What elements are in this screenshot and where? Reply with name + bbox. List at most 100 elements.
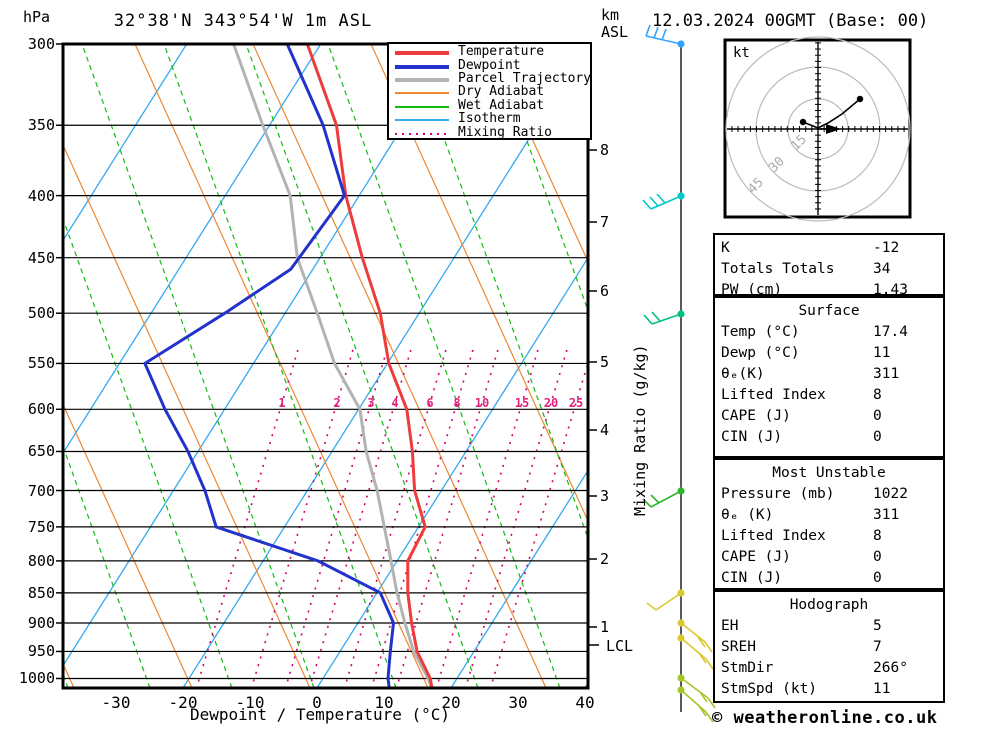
legend-label: Dry Adiabat <box>458 84 545 100</box>
wind-barb <box>677 674 716 709</box>
legend-label: Wet Adiabat <box>458 97 545 113</box>
km-tick-label: 8 <box>600 141 610 159</box>
km-label: km <box>601 6 620 24</box>
stat-value: 0 <box>873 570 882 586</box>
stat-label: Lifted Index <box>721 387 826 403</box>
wet-adiabat-lines <box>63 44 588 688</box>
pressure-gridlines <box>63 44 588 680</box>
stat-row: EH 5 <box>721 616 937 637</box>
altitude-unit-label: km ASL <box>601 7 628 41</box>
stat-value: 11 <box>873 681 891 697</box>
legend-row: Dry Adiabat <box>393 82 590 101</box>
sounding-curves <box>143 44 434 688</box>
stat-label: SREH <box>721 639 756 655</box>
pressure-unit-label: hPa <box>23 8 51 26</box>
km-tick-label: 3 <box>600 487 610 505</box>
stat-label: StmSpd (kt) <box>721 681 818 697</box>
stat-row: StmSpd (kt) 11 <box>721 679 937 700</box>
wind-barb <box>642 487 685 508</box>
legend-line-sample <box>393 69 451 88</box>
plot-frame <box>56 42 599 690</box>
km-tick-label: 2 <box>600 550 610 568</box>
stat-row: Totals Totals 34 <box>721 259 937 280</box>
temp-tick-label: 20 <box>441 693 461 712</box>
stat-row: Temp (°C) 17.4 <box>721 322 937 343</box>
stat-row: CIN (J) 0 <box>721 427 937 448</box>
pressure-tick-label: 950 <box>27 642 55 660</box>
legend-label: Mixing Ratio <box>458 124 552 140</box>
legend-row: Mixing Ratio <box>393 124 590 140</box>
stat-label: Lifted Index <box>721 528 826 544</box>
legend-row: Wet Adiabat <box>393 97 590 113</box>
pressure-tick-label: 750 <box>27 518 55 536</box>
temp-tick-label: -30 <box>101 693 131 712</box>
pressure-tick-label: 300 <box>27 35 55 53</box>
legend-label: Parcel Trajectory <box>458 70 592 86</box>
stat-value: 8 <box>873 528 882 544</box>
copyright: © weatheronline.co.uk <box>712 708 938 728</box>
hodograph-unit-label: kt <box>733 45 750 61</box>
pressure-tick-label: 900 <box>27 614 55 632</box>
legend: Temperature Dewpoint Parcel Trajectory Dry … <box>387 42 592 140</box>
stat-box-title: Surface <box>798 303 860 319</box>
stat-value: 5 <box>873 618 882 634</box>
pressure-tick-label: 700 <box>27 482 55 500</box>
mixing-ratio-label: 8 <box>453 396 461 410</box>
wind-barb <box>645 24 685 48</box>
page-title: 32°38'N 343°54'W 1m ASL <box>113 11 373 31</box>
pressure-tick-label: 400 <box>27 187 55 205</box>
wind-barb <box>677 686 714 723</box>
stat-label: CAPE (J) <box>721 549 791 565</box>
stat-value: 0 <box>873 429 882 445</box>
stat-value: 8 <box>873 387 882 403</box>
wind-barb <box>677 619 713 653</box>
stat-label: Pressure (mb) <box>721 486 835 502</box>
legend-label: Isotherm <box>458 111 521 127</box>
stat-label: θₑ(K) <box>721 366 765 382</box>
wind-barb <box>677 634 714 670</box>
indices-table: K -12 Totals Totals 34 PW (cm) 1.43 <box>713 233 945 296</box>
stat-row: PW (cm) 1.43 <box>721 280 937 296</box>
legend-line-sample <box>393 82 451 101</box>
mixing-ratio-label: 25 <box>568 396 584 410</box>
stat-value: -12 <box>873 240 900 256</box>
pressure-tick-label: 1000 <box>18 669 55 687</box>
run-date-label: 12.03.2024 00GMT (Base: 00) <box>652 11 929 31</box>
temp-tick-label: 30 <box>508 693 528 712</box>
temperature-curve <box>305 44 434 688</box>
stat-label: Dewp (°C) <box>721 345 800 361</box>
temp-tick-label: -10 <box>235 693 265 712</box>
stat-label: EH <box>721 618 739 634</box>
stat-label: CIN (J) <box>721 429 783 445</box>
mixing-ratio-label: 6 <box>426 396 434 410</box>
stat-value: 1022 <box>873 486 908 502</box>
stat-value: 34 <box>873 261 891 277</box>
stat-row: θₑ(K) 311 <box>721 364 937 385</box>
temp-tick-label: 0 <box>312 693 322 712</box>
stat-row: CAPE (J) 0 <box>721 547 937 568</box>
parcel-trajectory-curve <box>232 44 434 688</box>
stat-label: CAPE (J) <box>721 408 791 424</box>
stat-label: PW (cm) <box>721 282 783 296</box>
mixing-ratio-label: 3 <box>367 396 375 410</box>
stat-box-title: Hodograph <box>789 597 869 613</box>
km-tick-label: 6 <box>600 282 610 300</box>
legend-line-sample <box>393 56 451 75</box>
legend-line-sample <box>393 109 451 128</box>
stat-row: K -12 <box>721 238 937 259</box>
temp-tick-label: -20 <box>168 693 198 712</box>
legend-line-sample <box>393 123 451 142</box>
wind-barb <box>643 310 685 325</box>
mixing-ratio-axis-label: Mixing Ratio (g/kg) <box>631 344 649 516</box>
temp-tick-label: 40 <box>575 693 595 712</box>
stat-value: 7 <box>873 639 882 655</box>
stat-box-title: Most Unstable <box>772 465 886 481</box>
pressure-tick-label: 350 <box>27 116 55 134</box>
stat-label: StmDir <box>721 660 774 676</box>
km-tick-label: 1 <box>600 618 610 636</box>
stat-label: CIN (J) <box>721 570 783 586</box>
stat-row: CIN (J) 0 <box>721 568 937 588</box>
pressure-tick-label: 850 <box>27 584 55 602</box>
